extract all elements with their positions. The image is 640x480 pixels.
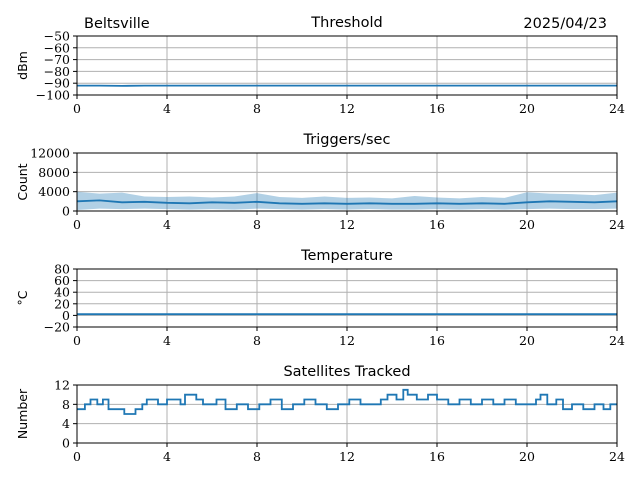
x-tick-label: 8: [253, 449, 261, 464]
x-tick-label: 12: [339, 217, 355, 232]
x-tick-label: 20: [519, 333, 535, 348]
x-tick-label: 0: [73, 217, 81, 232]
y-tick-label: −100: [36, 88, 70, 103]
y-tick-label: −20: [44, 320, 70, 335]
series-line-1: [77, 388, 617, 415]
y-axis-label: dBm: [15, 51, 30, 80]
x-tick-label: 12: [339, 333, 355, 348]
x-tick-label: 4: [163, 449, 171, 464]
x-tick-label: 12: [339, 101, 355, 116]
y-tick-label: 0: [62, 308, 70, 323]
y-tick-label: −80: [44, 64, 70, 79]
x-tick-label: 4: [163, 217, 171, 232]
y-tick-label: 20: [54, 296, 70, 311]
x-tick-label: 12: [339, 449, 355, 464]
y-tick-label: −50: [44, 29, 70, 44]
y-tick-label: 60: [54, 273, 70, 288]
y-tick-label: −90: [44, 76, 70, 91]
x-tick-label: 4: [163, 101, 171, 116]
y-tick-label: 4000: [38, 184, 70, 199]
y-tick-label: 8: [62, 397, 70, 412]
chart-panel-1: 0 4 8 12 16 20 24 −100−90−80−70−60−50 Threshold d…: [15, 15, 625, 116]
x-tick-label: 0: [73, 449, 81, 464]
x-tick-label: 24: [609, 217, 625, 232]
station-label: Beltsville: [84, 16, 150, 32]
y-tick-label: 12: [54, 378, 70, 393]
x-tick-label: 20: [519, 101, 535, 116]
y-tick-label: 0: [62, 204, 70, 219]
data-layer: [77, 388, 617, 415]
x-tick-label: 8: [253, 333, 261, 348]
series-envelope: [77, 191, 617, 210]
y-tick-label: 80: [54, 262, 70, 277]
series-line-1: [77, 199, 617, 205]
chart-title: Temperature: [300, 248, 393, 264]
x-tick-label: 16: [429, 333, 445, 348]
x-tick-label: 0: [73, 101, 81, 116]
x-tick-label: 24: [609, 101, 625, 116]
x-tick-label: 8: [253, 217, 261, 232]
x-tick-label: 0: [73, 333, 81, 348]
y-axis-label: Number: [15, 388, 30, 439]
x-tick-label: 24: [609, 333, 625, 348]
x-tick-label: 20: [519, 217, 535, 232]
y-tick-label: 4: [62, 416, 70, 431]
chart-title: Triggers/sec: [303, 132, 391, 148]
y-tick-label: 0: [62, 436, 70, 451]
x-tick-label: 20: [519, 449, 535, 464]
date-label: 2025/04/23: [523, 16, 607, 32]
y-tick-label: 8000: [38, 165, 70, 180]
y-axis-label: Count: [15, 163, 30, 200]
chart-title: Threshold: [310, 15, 382, 31]
x-tick-label: 24: [609, 449, 625, 464]
x-tick-label: 8: [253, 101, 261, 116]
y-axis-label: °C: [15, 290, 30, 305]
x-tick-label: 16: [429, 217, 445, 232]
chart-panel-2: 0 4 8 12 16 20 24 0 4000 8000 12000 Triggers/sec Cou…: [15, 132, 625, 232]
y-tick-label: 40: [54, 285, 70, 300]
chart-panel-4: 0 4 8 12 16 20 24 0 4 8 12 Satellites Tracked Number: [15, 364, 625, 464]
data-layer: [77, 191, 617, 210]
x-tick-label: 16: [429, 449, 445, 464]
chart-title: Satellites Tracked: [283, 364, 410, 380]
y-tick-label: −70: [44, 52, 70, 67]
x-tick-label: 16: [429, 101, 445, 116]
y-tick-label: 12000: [30, 146, 70, 161]
x-tick-label: 4: [163, 333, 171, 348]
y-tick-label: −60: [44, 40, 70, 55]
